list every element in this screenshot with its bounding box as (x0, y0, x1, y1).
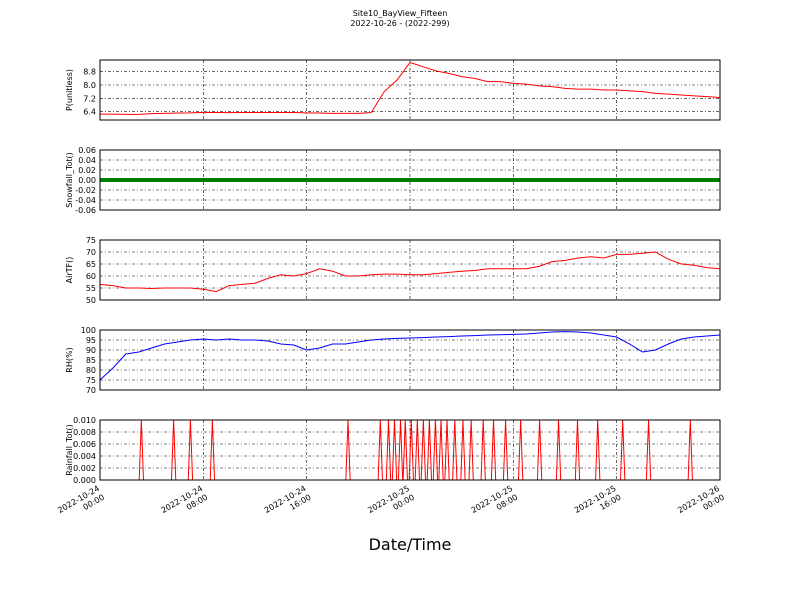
y-axis-label: AirTF() (65, 257, 74, 284)
axes-frame (99, 149, 721, 211)
y-tick-label: 8.0 (83, 81, 96, 90)
y-tick-label: 90 (86, 346, 96, 355)
x-tick-label: 2022-10-2600:00 (676, 484, 726, 524)
x-tick-label: 2022-10-2508:00 (470, 484, 520, 524)
y-tick-label: 0.002 (73, 464, 96, 473)
x-axis-label: Date/Time (369, 535, 452, 554)
x-tick-label: 2022-10-2408:00 (160, 484, 210, 524)
axes-frame (99, 59, 721, 121)
y-tick-label: 0.010 (73, 416, 96, 425)
y-tick-label: 95 (86, 336, 96, 345)
x-tick-label: 2022-10-2500:00 (366, 484, 416, 524)
y-tick-label: 0.004 (73, 452, 96, 461)
y-tick-label: 55 (86, 284, 96, 293)
y-tick-label: 0.02 (78, 166, 96, 175)
data-line (99, 331, 721, 381)
y-tick-label: 0.000 (73, 476, 96, 485)
data-line (100, 61, 721, 115)
data-line (99, 251, 721, 293)
y-tick-label: 50 (86, 296, 96, 305)
chart-title: Site10_BayView_Fifteen (353, 9, 448, 18)
chart-subtitle: 2022-10-26 - (2022-299) (350, 19, 449, 28)
axes-frame (99, 239, 721, 301)
y-tick-label: 70 (86, 248, 96, 257)
axes-frame (99, 329, 721, 391)
y-tick-label: -0.04 (75, 196, 96, 205)
x-tick-label: 2022-10-2516:00 (573, 484, 623, 524)
y-axis-label: Snowfall_Tot() (65, 152, 74, 208)
y-tick-label: 0.00 (78, 176, 96, 185)
y-tick-label: -0.06 (75, 206, 96, 215)
y-tick-label: 0.008 (73, 428, 96, 437)
x-tick-label: 2022-10-2400:00 (56, 484, 106, 524)
y-axis-label: RH(%) (65, 347, 74, 372)
y-tick-label: 75 (86, 376, 96, 385)
axes-frame (99, 419, 721, 481)
y-tick-label: 80 (86, 366, 96, 375)
y-tick-label: 100 (81, 326, 96, 335)
y-tick-label: 0.06 (78, 146, 96, 155)
x-tick-label: 2022-10-2416:00 (263, 484, 313, 524)
y-axis-label: Rainfall_Tot() (65, 424, 74, 476)
y-tick-label: 8.8 (83, 68, 96, 77)
y-axis-label: P(unitless) (65, 69, 74, 111)
y-tick-label: 60 (86, 272, 96, 281)
y-tick-label: 0.006 (73, 440, 96, 449)
y-tick-label: 0.04 (78, 156, 96, 165)
y-tick-label: 75 (86, 236, 96, 245)
y-tick-label: 7.2 (83, 94, 96, 103)
y-tick-label: 70 (86, 386, 96, 395)
y-tick-label: -0.02 (75, 186, 96, 195)
y-tick-label: 85 (86, 356, 96, 365)
y-tick-label: 6.4 (83, 108, 96, 117)
y-tick-label: 65 (86, 260, 96, 269)
